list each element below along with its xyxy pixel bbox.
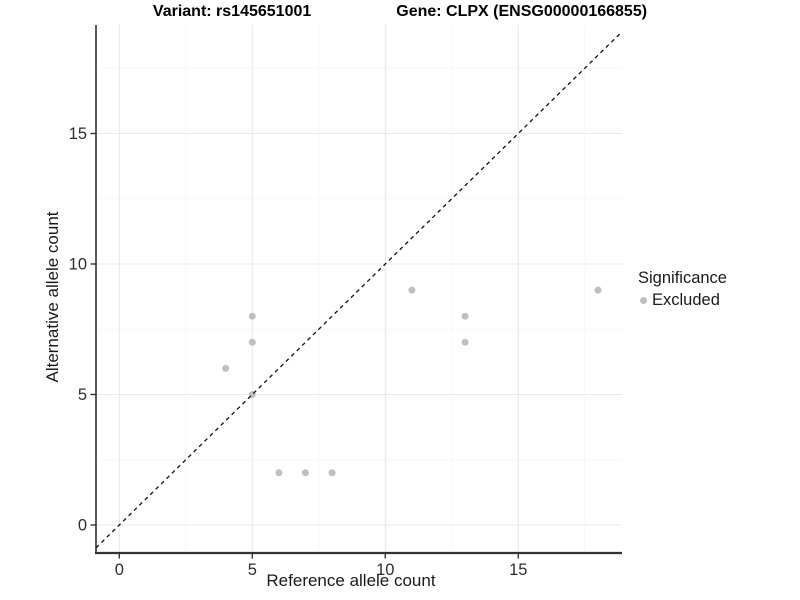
legend-point-icon: [640, 297, 647, 304]
data-point: [461, 312, 469, 320]
x-tick-label: 15: [509, 561, 527, 579]
data-point: [408, 286, 416, 294]
data-point: [461, 338, 469, 346]
plot-titles: Variant: rs145651001 Gene: CLPX (ENSG000…: [0, 3, 800, 21]
gene-title: Gene: CLPX (ENSG00000166855): [396, 3, 648, 20]
data-point: [594, 286, 602, 294]
data-point: [301, 469, 309, 477]
x-tick-label: 5: [248, 561, 257, 579]
variant-title: Variant: rs145651001: [152, 3, 312, 20]
y-tick-label: 15: [69, 125, 87, 143]
y-tick-label: 5: [78, 386, 87, 404]
legend: Significance Excluded: [638, 269, 727, 310]
y-tick-label: 10: [69, 255, 87, 273]
data-point: [248, 312, 256, 320]
data-point: [328, 469, 336, 477]
identity-line: [95, 31, 623, 549]
data-point: [248, 338, 256, 346]
data-point: [222, 364, 230, 372]
x-tick-label: 0: [115, 561, 124, 579]
y-axis-label: Alternative allele count: [43, 211, 62, 383]
legend-title: Significance: [638, 269, 727, 287]
y-tick-label: 0: [78, 516, 87, 534]
legend-label: Excluded: [652, 291, 720, 309]
data-point: [275, 469, 283, 477]
legend-item-excluded: Excluded: [638, 291, 727, 310]
x-axis-label: Reference allele count: [266, 571, 436, 590]
x-tick-label: 10: [376, 561, 394, 579]
